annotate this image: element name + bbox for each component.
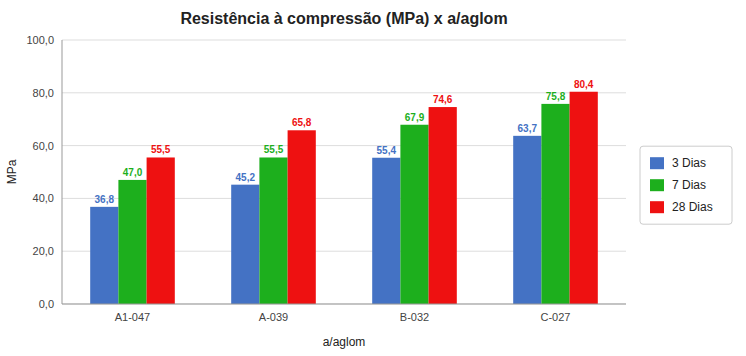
chart-container: Resistência à compressão (MPa) x a/aglom… bbox=[0, 0, 746, 356]
x-tick-label: C-027 bbox=[541, 311, 571, 323]
legend-swatch bbox=[650, 157, 664, 169]
grid-line bbox=[62, 92, 626, 93]
y-tick-label: 100,0 bbox=[26, 34, 54, 46]
bar bbox=[570, 92, 598, 304]
bar bbox=[541, 104, 569, 304]
data-label: 36,8 bbox=[95, 194, 115, 205]
bar bbox=[259, 157, 287, 304]
data-label: 74,6 bbox=[433, 94, 453, 105]
grid bbox=[62, 40, 626, 304]
bar bbox=[147, 157, 175, 304]
bar bbox=[400, 125, 428, 304]
x-axis-line bbox=[62, 304, 626, 305]
x-axis-label: a/aglom bbox=[323, 335, 366, 349]
bar bbox=[513, 136, 541, 304]
data-label: 55,4 bbox=[377, 145, 397, 156]
bar bbox=[429, 107, 457, 304]
legend-entry: 28 Dias bbox=[672, 200, 713, 214]
y-tick-label: 20,0 bbox=[33, 245, 54, 257]
data-label: 63,7 bbox=[518, 123, 538, 134]
bar bbox=[231, 185, 259, 304]
x-tick-label: A-039 bbox=[259, 311, 288, 323]
legend-entry: 7 Dias bbox=[672, 178, 706, 192]
y-tick-label: 0,0 bbox=[39, 298, 54, 310]
bar bbox=[288, 130, 316, 304]
y-tick-label: 80,0 bbox=[33, 87, 54, 99]
y-axis-label: MPa bbox=[5, 159, 19, 184]
x-tick-label: B-032 bbox=[400, 311, 429, 323]
data-label: 55,5 bbox=[264, 144, 284, 155]
bar bbox=[90, 207, 118, 304]
data-label: 55,5 bbox=[151, 144, 171, 155]
data-labels: 36,8 45,2 55,4 63,7 47,0 55,5 67,9 75,8 55,5 65,8… bbox=[95, 79, 594, 205]
data-label: 47,0 bbox=[123, 167, 143, 178]
grid-line bbox=[62, 304, 626, 305]
data-label: 65,8 bbox=[292, 117, 312, 128]
legend-swatch bbox=[650, 201, 664, 213]
x-tick-label: A1-047 bbox=[115, 311, 150, 323]
y-axis-line bbox=[62, 40, 63, 304]
data-label: 80,4 bbox=[574, 79, 594, 90]
data-label: 45,2 bbox=[236, 172, 256, 183]
legend-swatch bbox=[650, 179, 664, 191]
chart-svg: Resistência à compressão (MPa) x a/aglom… bbox=[0, 0, 746, 356]
data-label: 67,9 bbox=[405, 112, 425, 123]
legend-entry: 3 Dias bbox=[672, 156, 706, 170]
grid-line bbox=[62, 40, 626, 41]
bar bbox=[118, 180, 146, 304]
title: Resistência à compressão (MPa) x a/aglom bbox=[180, 10, 507, 27]
bars bbox=[90, 92, 598, 304]
y-tick-label: 40,0 bbox=[33, 192, 54, 204]
legend-box bbox=[640, 146, 732, 224]
y-tick-label: 60,0 bbox=[33, 140, 54, 152]
data-label: 75,8 bbox=[546, 91, 566, 102]
legend: 3 Dias 7 Dias 28 Dias bbox=[640, 146, 732, 224]
bar bbox=[372, 158, 400, 304]
